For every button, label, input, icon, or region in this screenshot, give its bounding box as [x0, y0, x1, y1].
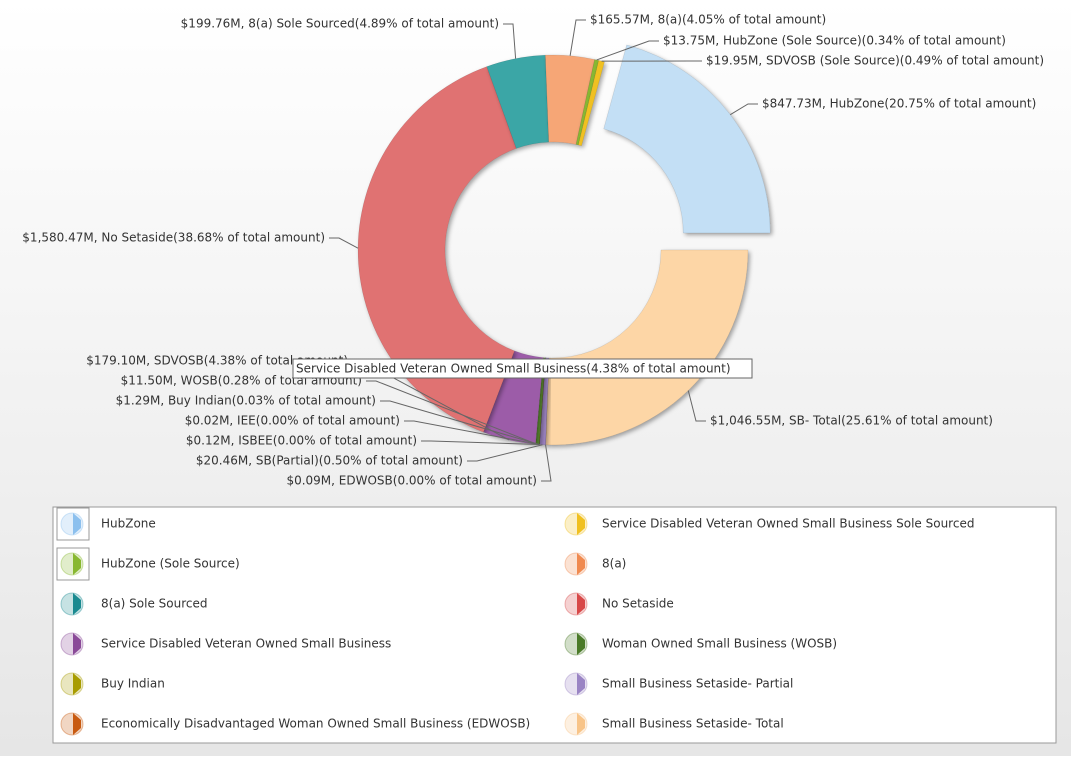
slice [604, 45, 771, 233]
data-label: $1,580.47M, No Setaside(38.68% of total … [22, 231, 325, 245]
legend-label: HubZone (Sole Source) [101, 557, 240, 571]
legend-label: Economically Disadvantaged Woman Owned S… [101, 717, 530, 731]
leader-line [541, 445, 551, 481]
legend-label: 8(a) Sole Sourced [101, 597, 208, 611]
legend-label: No Setaside [602, 597, 674, 611]
data-label: $0.09M, EDWOSB(0.00% of total amount) [286, 474, 537, 488]
data-label: $13.75M, HubZone (Sole Source)(0.34% of … [663, 34, 1006, 48]
leader-line [688, 390, 706, 421]
legend-label: Service Disabled Veteran Owned Small Bus… [101, 637, 391, 651]
legend-label: Woman Owned Small Business (WOSB) [602, 637, 837, 651]
leader-line [730, 104, 758, 115]
data-label: $19.95M, SDVOSB (Sole Source)(0.49% of t… [706, 54, 1044, 68]
legend-label: Buy Indian [101, 677, 165, 691]
data-label: $1.29M, Buy Indian(0.03% of total amount… [116, 394, 376, 408]
tooltip: Service Disabled Veteran Owned Small Bus… [296, 362, 731, 376]
leader-line [329, 238, 358, 248]
data-label: $847.73M, HubZone(20.75% of total amount… [762, 97, 1036, 111]
leader-line [570, 20, 586, 56]
data-label: $20.46M, SB(Partial)(0.50% of total amou… [196, 454, 463, 468]
leader-line [467, 445, 542, 461]
data-label: $199.76M, 8(a) Sole Sourced(4.89% of tot… [181, 17, 499, 31]
data-label: $0.12M, ISBEE(0.00% of total amount) [186, 434, 417, 448]
legend-label: HubZone [101, 517, 156, 531]
data-label: $1,046.55M, SB- Total(25.61% of total am… [710, 414, 993, 428]
leader-line [503, 24, 516, 59]
legend-label: 8(a) [602, 557, 626, 571]
data-label: $165.57M, 8(a)(4.05% of total amount) [590, 13, 826, 27]
data-label: $0.02M, IEE(0.00% of total amount) [185, 414, 400, 428]
legend-box [53, 507, 1056, 743]
legend-label: Small Business Setaside- Total [602, 717, 784, 731]
legend-label: Service Disabled Veteran Owned Small Bus… [602, 517, 974, 531]
legend-label: Small Business Setaside- Partial [602, 677, 793, 691]
